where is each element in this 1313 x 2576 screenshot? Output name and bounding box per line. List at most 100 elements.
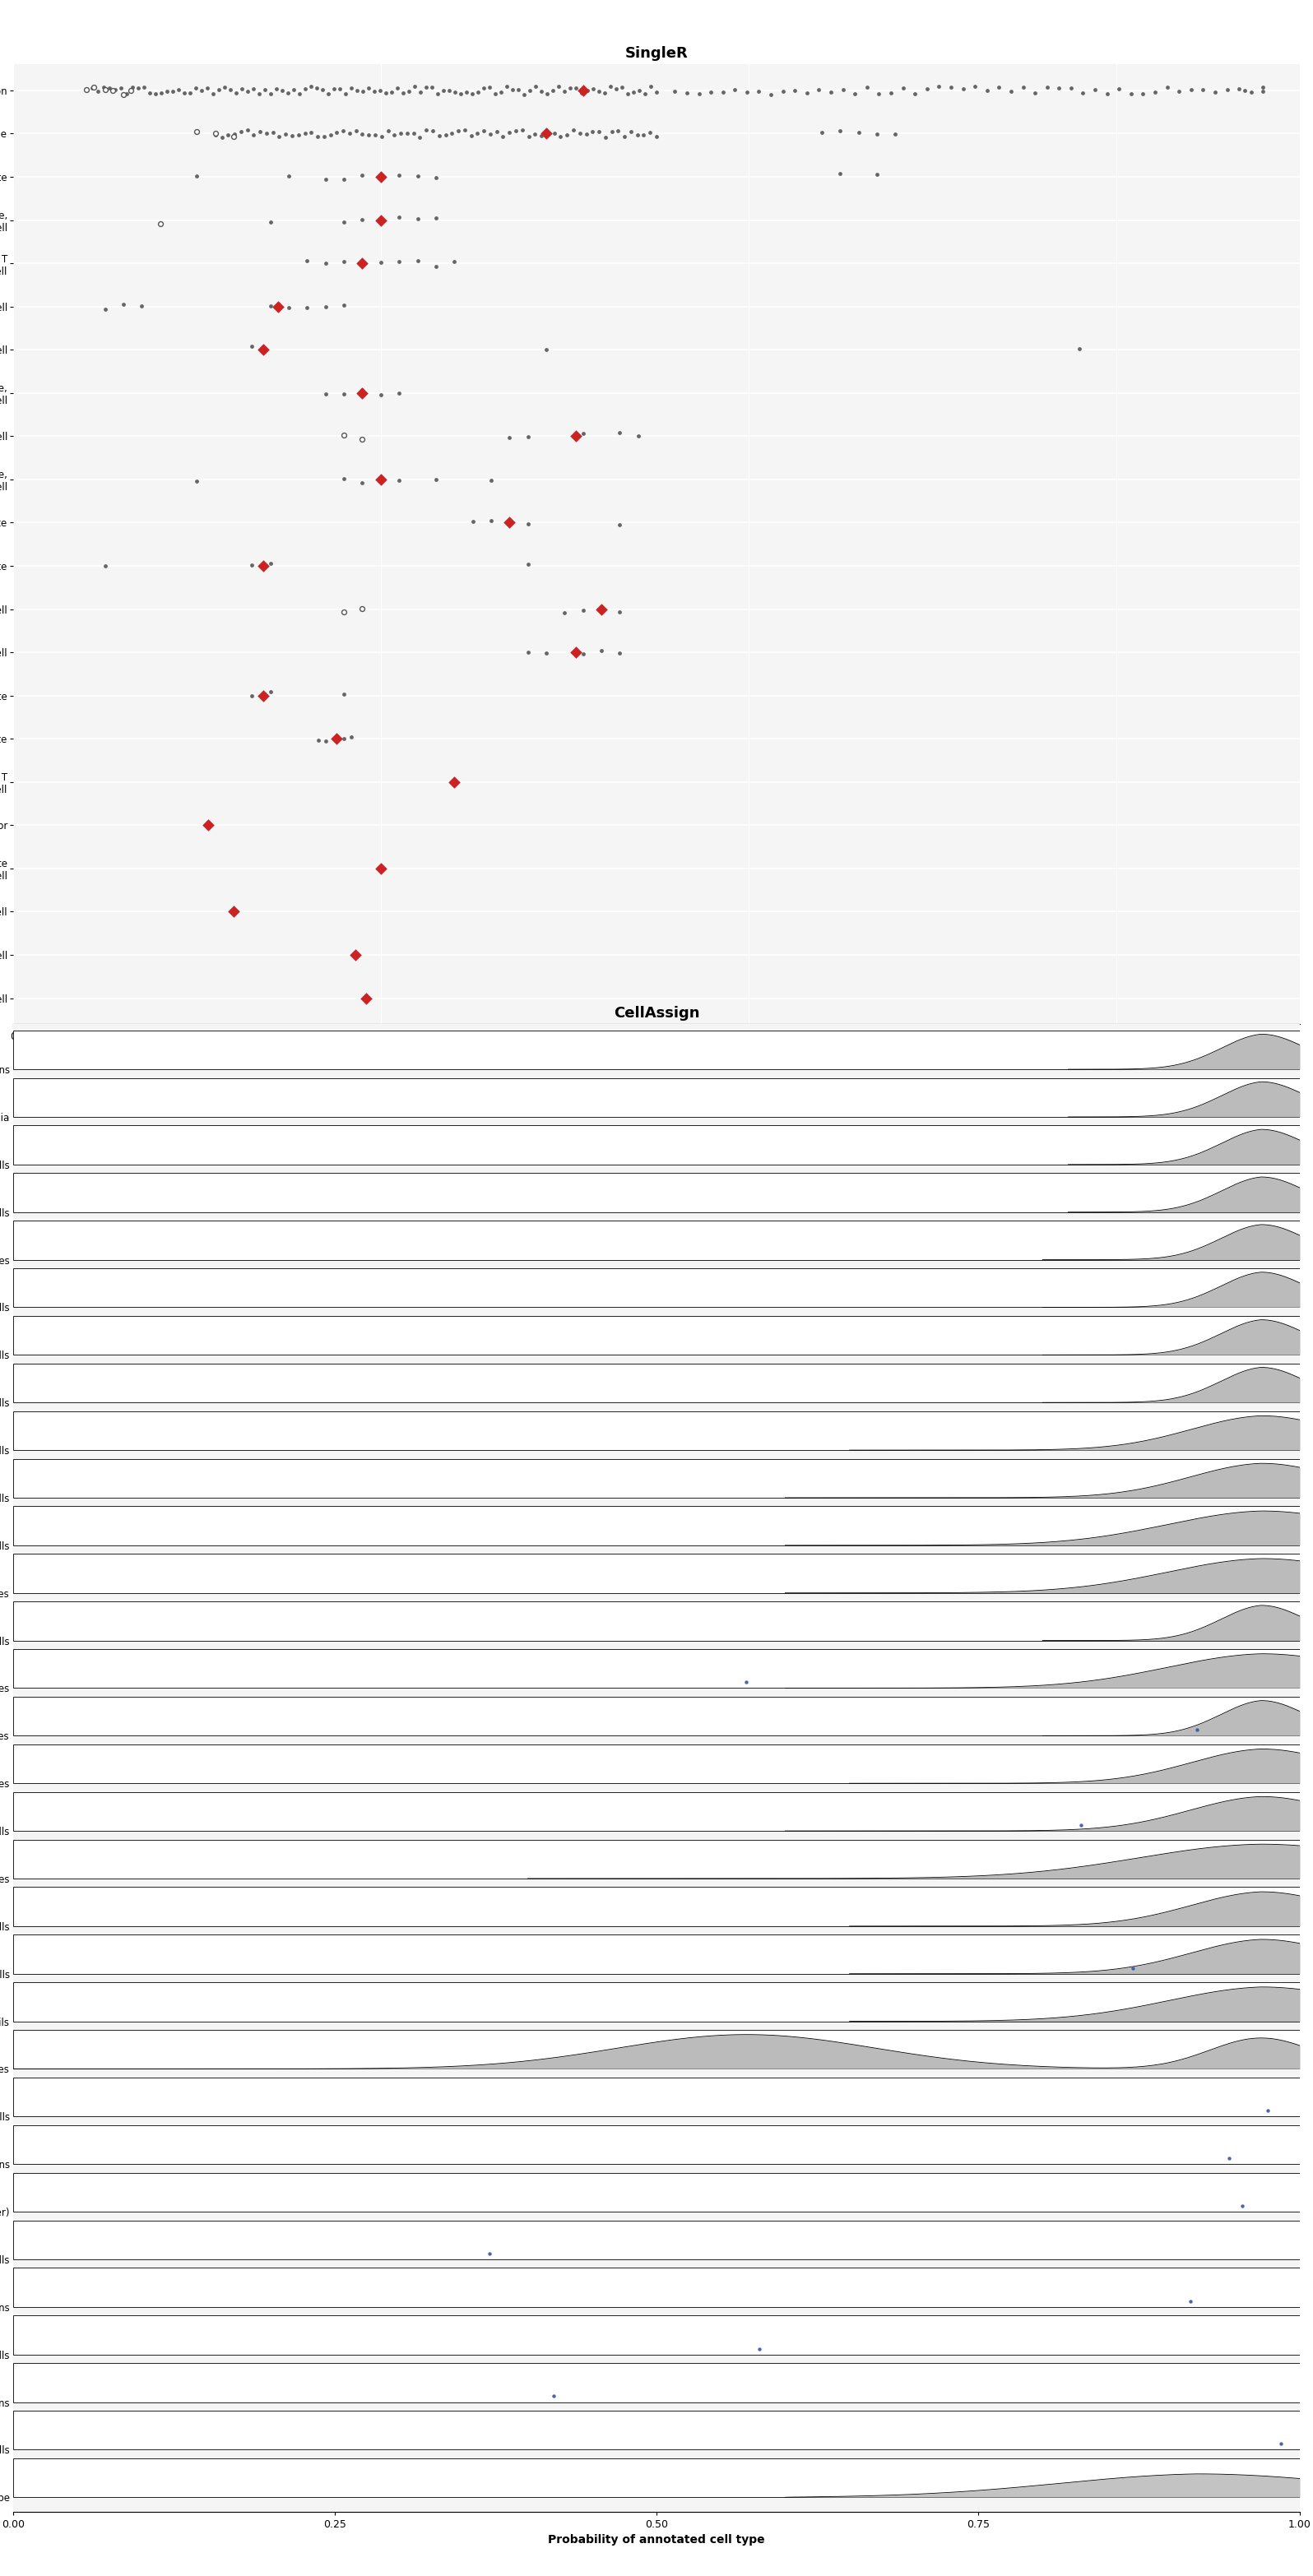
- Bar: [13, 2362, 1300, 2401]
- Point: [565, 415, 586, 456]
- Point: [260, 72, 281, 113]
- Point: [95, 289, 116, 330]
- Point: [725, 70, 746, 111]
- Point: [1012, 67, 1033, 108]
- Point: [175, 72, 196, 113]
- Point: [249, 111, 270, 152]
- Point: [358, 67, 379, 108]
- Point: [965, 67, 986, 108]
- Point: [315, 374, 336, 415]
- Point: [334, 283, 355, 325]
- Point: [977, 70, 998, 111]
- Point: [163, 70, 184, 111]
- Point: [95, 546, 116, 587]
- Point: [517, 544, 538, 585]
- Point: [95, 70, 116, 111]
- Point: [1061, 67, 1082, 108]
- Point: [330, 70, 351, 111]
- Point: [1204, 72, 1225, 113]
- Point: [608, 111, 629, 152]
- Point: [312, 70, 334, 111]
- Point: [387, 67, 408, 108]
- Legend: High-quality, Low-quality: High-quality, Low-quality: [565, 1108, 748, 1144]
- Point: [397, 113, 418, 155]
- Point: [474, 111, 495, 152]
- Point: [352, 242, 373, 283]
- Point: [423, 111, 444, 152]
- Point: [893, 67, 914, 108]
- Point: [940, 67, 961, 108]
- Point: [334, 672, 355, 714]
- Point: [416, 108, 437, 149]
- Point: [151, 72, 172, 113]
- Point: [389, 196, 410, 237]
- Point: [484, 72, 506, 113]
- Point: [242, 325, 263, 366]
- Point: [520, 70, 541, 111]
- Point: [1232, 2184, 1253, 2226]
- Point: [334, 459, 355, 500]
- Point: [427, 72, 448, 113]
- Point: [277, 72, 298, 113]
- Point: [352, 587, 373, 629]
- Point: [230, 111, 251, 152]
- Point: [1187, 1710, 1208, 1752]
- Point: [211, 116, 232, 157]
- Point: [1108, 67, 1129, 108]
- Bar: [13, 1412, 1300, 1450]
- Point: [537, 113, 558, 155]
- Point: [295, 70, 316, 111]
- Point: [332, 111, 353, 152]
- Point: [134, 67, 155, 108]
- Point: [425, 198, 446, 240]
- Bar: [13, 2267, 1300, 2308]
- Point: [315, 286, 336, 327]
- Point: [868, 75, 889, 116]
- Point: [499, 502, 520, 544]
- Point: [307, 719, 328, 760]
- Point: [629, 70, 650, 111]
- Point: [565, 631, 586, 672]
- Point: [356, 976, 377, 1018]
- Point: [444, 760, 465, 801]
- Point: [252, 330, 273, 371]
- Point: [117, 72, 138, 113]
- Point: [700, 72, 721, 113]
- Point: [278, 155, 299, 196]
- Point: [881, 72, 902, 113]
- Point: [278, 286, 299, 327]
- Bar: [13, 1553, 1300, 1592]
- Point: [377, 111, 398, 152]
- Point: [221, 70, 242, 111]
- Point: [1049, 67, 1070, 108]
- Point: [492, 116, 513, 157]
- Point: [243, 70, 264, 111]
- Title: SingleR: SingleR: [625, 46, 688, 62]
- Point: [797, 72, 818, 113]
- Point: [867, 113, 888, 155]
- Point: [1229, 70, 1250, 111]
- Bar: [13, 1267, 1300, 1306]
- Point: [557, 113, 578, 155]
- Point: [537, 72, 558, 113]
- X-axis label: Delta median statistic: Delta median statistic: [586, 1046, 727, 1059]
- Bar: [13, 2172, 1300, 2213]
- Point: [410, 72, 431, 113]
- Bar: [13, 2316, 1300, 2354]
- Point: [595, 72, 616, 113]
- Point: [856, 67, 877, 108]
- Point: [339, 113, 360, 155]
- Point: [544, 113, 565, 155]
- Point: [467, 72, 488, 113]
- Point: [284, 70, 305, 111]
- Point: [389, 459, 410, 500]
- Point: [609, 505, 630, 546]
- Point: [595, 116, 616, 157]
- Point: [1085, 70, 1106, 111]
- Point: [467, 113, 488, 155]
- Point: [473, 67, 494, 108]
- Point: [370, 848, 391, 889]
- Point: [550, 116, 571, 157]
- Point: [81, 67, 102, 108]
- Point: [260, 672, 281, 714]
